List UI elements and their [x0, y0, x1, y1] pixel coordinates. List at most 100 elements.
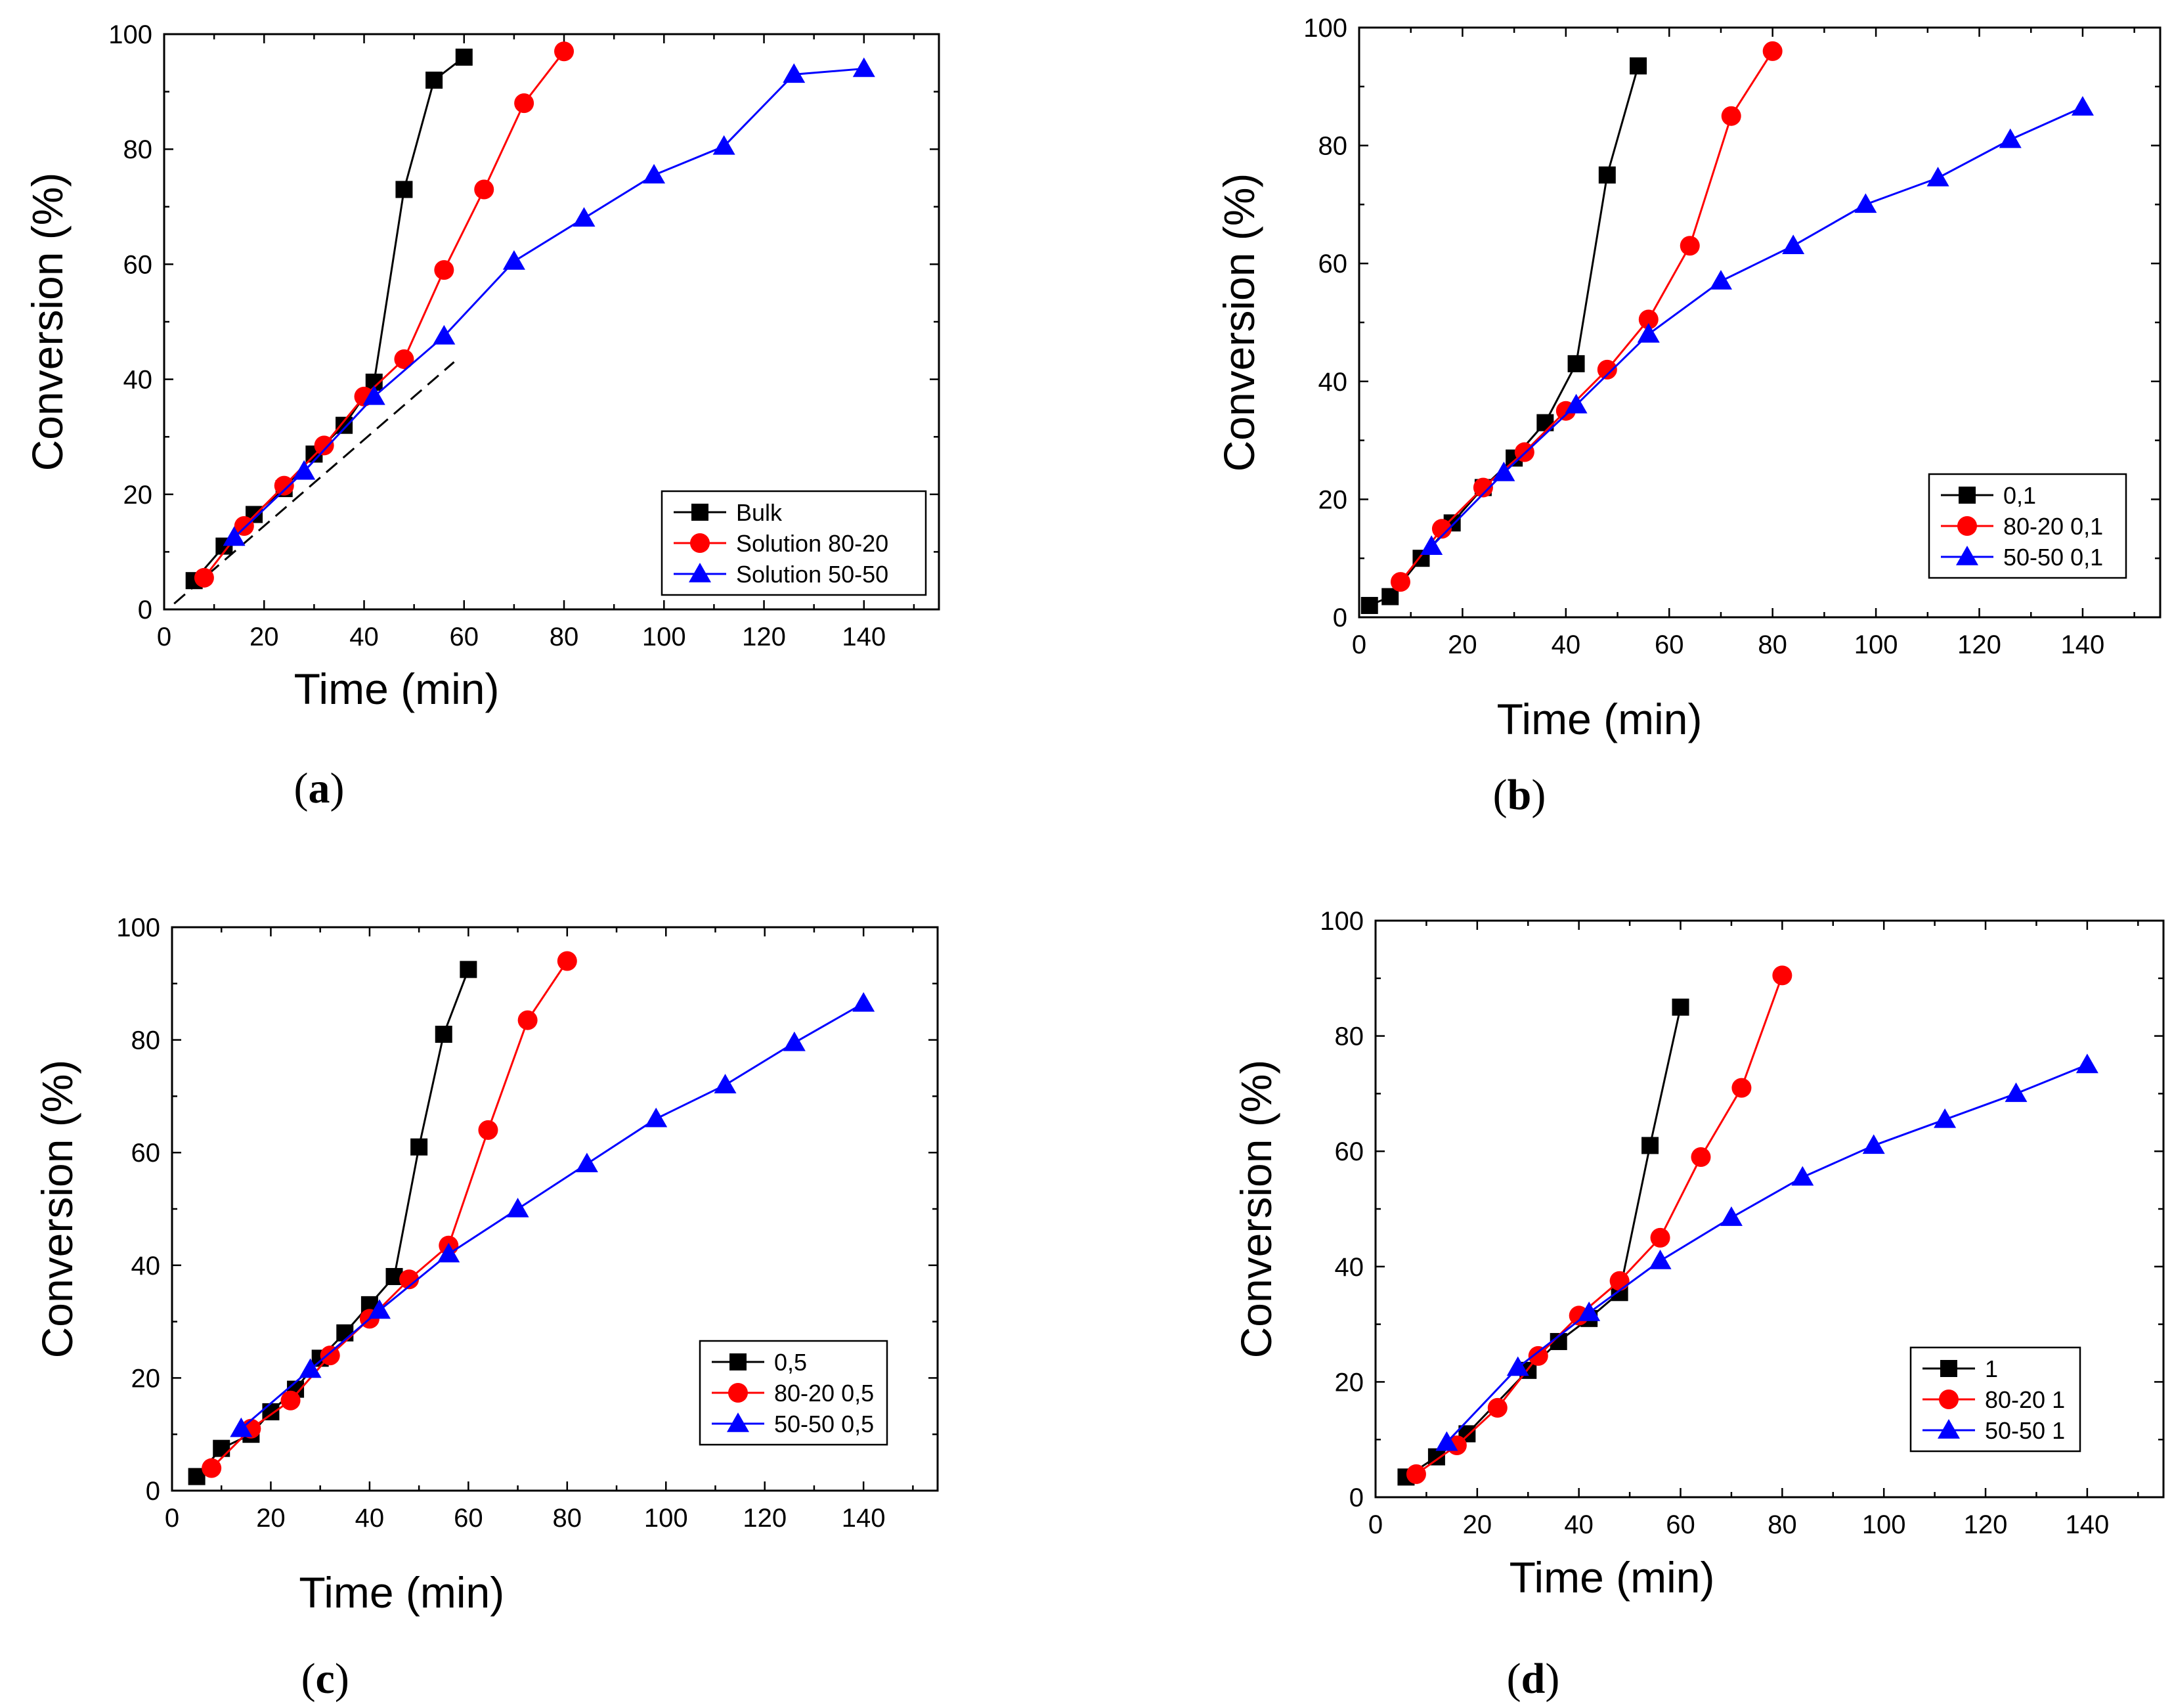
- x-tick-label: 120: [1964, 1510, 2008, 1539]
- y-axis-title: Conversion (%): [1215, 173, 1263, 472]
- data-point-s2: [1487, 1397, 1508, 1418]
- data-point-s3: [293, 460, 316, 480]
- data-point-s3: [230, 1417, 253, 1437]
- legend-label: Bulk: [736, 499, 783, 526]
- data-point-s2: [234, 515, 254, 536]
- data-point-s2: [1731, 1078, 1752, 1098]
- data-point-s3: [1435, 1431, 1458, 1451]
- x-tick-label: 100: [642, 623, 686, 651]
- legend-marker: [729, 1353, 747, 1370]
- data-point-s3: [506, 1198, 529, 1217]
- legend-label: 50-50 0,1: [2003, 544, 2103, 571]
- data-point-s3: [1862, 1134, 1885, 1154]
- series-line-3: [233, 68, 864, 538]
- data-point-s1: [1360, 597, 1378, 615]
- y-tick-label: 60: [131, 1139, 161, 1168]
- data-point-s1: [336, 1324, 354, 1342]
- legend: 1 80-20 1 50-50 1: [1909, 1346, 2081, 1453]
- legend-label: 0,5: [774, 1349, 807, 1376]
- series-line-2: [211, 960, 569, 1469]
- x-tick-label: 140: [2065, 1510, 2109, 1539]
- x-tick-label: 60: [1655, 630, 1684, 659]
- data-point-s1: [1381, 588, 1399, 605]
- x-tick-label: 0: [1368, 1510, 1383, 1539]
- x-tick-label: 0: [1352, 630, 1366, 659]
- x-axis-title: Time (min): [299, 1568, 504, 1617]
- x-tick-label: 20: [1463, 1510, 1492, 1539]
- data-point-s3: [852, 57, 875, 77]
- legend-label: 1: [1985, 1355, 1998, 1382]
- legend-marker: [1959, 487, 1976, 504]
- legend-marker: [1940, 1360, 1957, 1377]
- chart-panel-4: 0 20 40 60 80 100 120 140 0 20 40 60 80 100 Time (min)…: [1232, 907, 2165, 1703]
- data-point-s2: [194, 567, 214, 588]
- y-tick-label: 0: [138, 596, 152, 624]
- data-point-s1: [1567, 355, 1585, 372]
- series-line-3: [1431, 106, 2083, 548]
- y-axis-title: Conversion (%): [1232, 1060, 1280, 1359]
- legend-marker: [1939, 1390, 1959, 1409]
- data-point-s3: [1934, 1108, 1957, 1128]
- data-point-s1: [460, 961, 477, 978]
- x-tick-label: 20: [250, 623, 279, 651]
- data-point-s2: [1680, 236, 1700, 256]
- y-tick-label: 80: [123, 135, 153, 164]
- data-point-s1: [1672, 998, 1689, 1016]
- data-point-s2: [314, 435, 334, 456]
- data-point-s1: [395, 181, 413, 198]
- y-tick-label: 80: [1335, 1022, 1364, 1051]
- data-point-s3: [223, 526, 246, 546]
- data-point-s3: [712, 135, 735, 155]
- x-tick-label: 140: [842, 1504, 886, 1533]
- data-point-s2: [434, 260, 454, 280]
- data-point-s3: [714, 1074, 737, 1093]
- data-point-s3: [362, 385, 385, 405]
- legend-marker: [689, 563, 711, 582]
- x-tick-label: 140: [842, 623, 886, 651]
- data-point-s2: [474, 179, 494, 200]
- series-line-1: [196, 969, 469, 1478]
- legend-label: 80-20 0,5: [774, 1380, 874, 1407]
- x-tick-label: 40: [349, 623, 379, 651]
- legend-label: 50-50 0,5: [774, 1411, 874, 1437]
- data-point-s2: [1473, 477, 1493, 498]
- data-point-s2: [1691, 1147, 1711, 1167]
- y-tick-label: 20: [1335, 1368, 1364, 1397]
- data-point-s1: [1630, 57, 1647, 75]
- data-point-s3: [783, 63, 806, 83]
- data-point-s3: [1578, 1302, 1601, 1321]
- series-line-1: [193, 56, 465, 582]
- panel-label: (c): [301, 1655, 349, 1703]
- x-tick-label: 60: [1666, 1510, 1695, 1539]
- y-tick-label: 20: [131, 1364, 161, 1393]
- data-point-s2: [1650, 1227, 1670, 1248]
- x-tick-label: 120: [1957, 630, 2001, 659]
- data-point-s2: [1721, 106, 1741, 126]
- data-point-s3: [1709, 270, 1732, 290]
- data-point-s3: [643, 164, 666, 184]
- x-tick-label: 80: [553, 1504, 582, 1533]
- y-tick-label: 60: [1318, 250, 1348, 278]
- y-tick-label: 0: [146, 1477, 160, 1506]
- y-tick-label: 60: [123, 250, 153, 279]
- x-tick-label: 40: [1552, 630, 1581, 659]
- data-point-s1: [455, 49, 473, 66]
- data-point-s2: [320, 1346, 340, 1366]
- y-tick-label: 20: [123, 481, 153, 510]
- y-tick-label: 40: [1318, 368, 1348, 397]
- legend-label: 0,1: [2003, 482, 2036, 509]
- data-point-s2: [394, 349, 414, 369]
- chart-panel-2: 0 20 40 60 80 100 120 140 0 20 40 60 80 100 Time (min)…: [1215, 14, 2161, 819]
- x-tick-label: 80: [1758, 630, 1787, 659]
- legend: Bulk Solution 80-20 Solution 50-50: [661, 490, 927, 596]
- legend-label: Solution 50-50: [736, 561, 888, 588]
- data-point-s1: [410, 1138, 428, 1156]
- data-point-s1: [1641, 1137, 1659, 1154]
- x-tick-label: 100: [1854, 630, 1898, 659]
- y-tick-label: 40: [123, 366, 153, 395]
- data-point-s1: [213, 1439, 230, 1457]
- data-point-s3: [783, 1031, 806, 1051]
- data-point-s2: [478, 1120, 498, 1140]
- legend-marker: [690, 533, 710, 553]
- x-tick-label: 140: [2061, 630, 2105, 659]
